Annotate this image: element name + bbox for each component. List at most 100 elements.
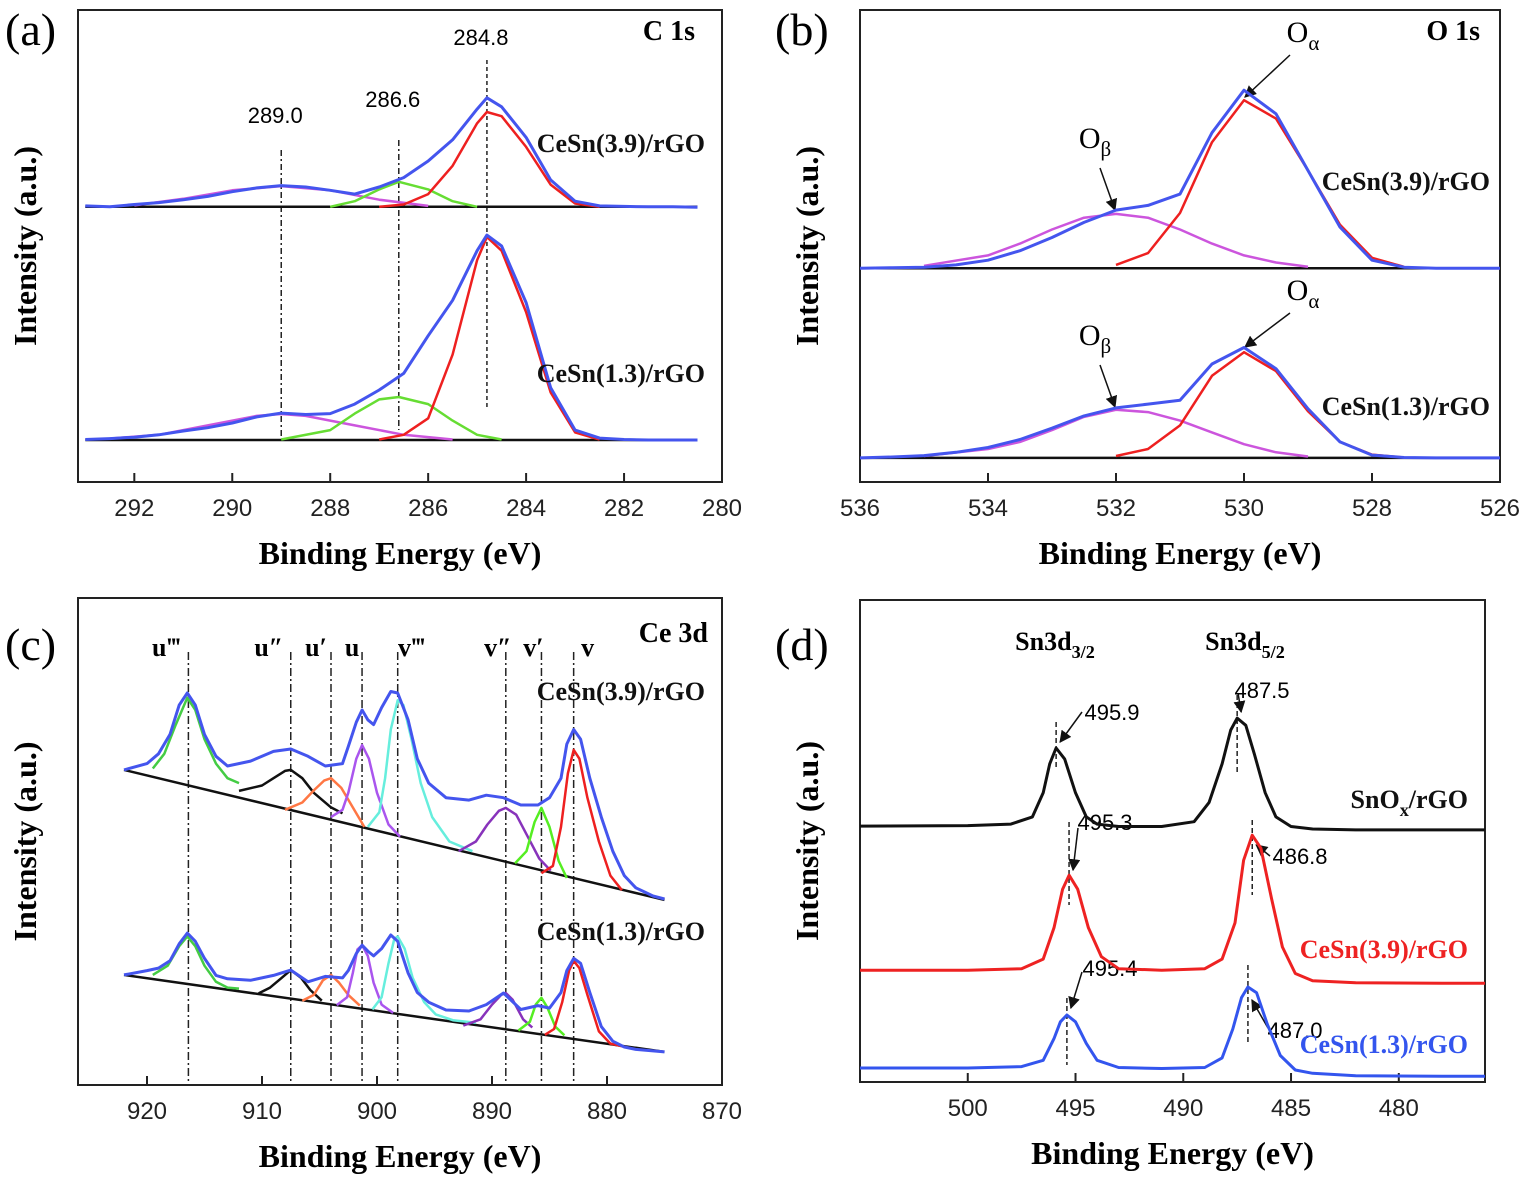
component-label: Oα — [1287, 274, 1320, 313]
plot-frame — [859, 9, 1501, 483]
sample-label-main: SnO — [1351, 785, 1400, 814]
plot-frame — [77, 9, 723, 483]
peak-header-main: Sn3d — [1205, 627, 1262, 656]
peak-label: 487.5 — [1234, 678, 1289, 703]
component-arrow — [1244, 54, 1291, 98]
spectrum-curve — [280, 395, 502, 441]
x-tick-label: 526 — [1480, 495, 1520, 522]
spectrum-curve — [1115, 98, 1405, 269]
sample-label: CeSn(3.9)/rGO — [1322, 167, 1490, 196]
peak-label: v — [581, 633, 594, 662]
spectrum-curve — [859, 88, 1500, 270]
x-tick-label: 485 — [1271, 1095, 1311, 1122]
x-tick-label: 288 — [310, 495, 350, 522]
y-axis-label: Intensity (a.u.) — [789, 146, 825, 346]
peak-arrow — [1068, 827, 1081, 872]
spectrum-curve — [859, 716, 1485, 832]
spectrum-curve — [378, 235, 600, 441]
sample-label: SnOx/rGO — [1351, 785, 1468, 820]
peak-label: 289.0 — [248, 103, 303, 128]
spectrum-curve — [544, 959, 626, 1049]
peak-label: 284.8 — [453, 25, 508, 50]
peak-arrow — [1059, 711, 1083, 743]
panel-label: (d) — [775, 619, 829, 670]
panel-title: O 1s — [1426, 16, 1480, 47]
plot-frame — [859, 599, 1486, 1083]
peak-label: u″ — [254, 633, 283, 662]
x-axis-label: Binding Energy (eV) — [259, 1138, 542, 1174]
peak-label: u — [345, 633, 359, 662]
x-tick-label: 528 — [1352, 495, 1392, 522]
x-tick-label: 495 — [1055, 1095, 1095, 1122]
component-label-sub: α — [1308, 31, 1319, 55]
sample-label-sub: x — [1400, 800, 1409, 820]
spectrum-curve — [860, 985, 1485, 1078]
component-label: Oα — [1287, 16, 1320, 55]
component-label-main: O — [1287, 274, 1309, 307]
peak-label: 486.8 — [1272, 844, 1327, 869]
sample-label: CeSn(1.3)/rGO — [537, 359, 705, 388]
spectrum-curve — [860, 833, 1485, 985]
x-tick-label: 532 — [1096, 495, 1136, 522]
x-tick-label: 530 — [1224, 495, 1264, 522]
spectrum-curve — [366, 699, 473, 853]
x-tick-label: 480 — [1379, 1095, 1419, 1122]
y-axis-label: Intensity (a.u.) — [7, 146, 43, 346]
component-arrow — [1099, 364, 1118, 409]
x-axis-label: Binding Energy (eV) — [259, 535, 542, 571]
x-tick-label: 870 — [702, 1098, 742, 1125]
spectrum-curve — [284, 776, 366, 828]
y-axis-label: Intensity (a.u.) — [7, 741, 43, 941]
x-tick-label: 286 — [408, 495, 448, 522]
panel-title: C 1s — [643, 16, 695, 47]
sample-label: CeSn(1.3)/rGO — [537, 917, 705, 946]
component-label-main: O — [1079, 319, 1101, 352]
x-tick-label: 290 — [212, 495, 252, 522]
spectrum-curve — [540, 748, 623, 891]
x-tick-label: 284 — [506, 495, 546, 522]
peak-label: u′ — [305, 633, 327, 662]
spectrum-curve — [923, 408, 1309, 458]
x-tick-label: 292 — [114, 495, 154, 522]
spectrum-curve — [123, 931, 665, 1054]
x-tick-label: 920 — [127, 1098, 167, 1125]
x-tick-label: 880 — [587, 1098, 627, 1125]
x-tick-label: 534 — [968, 495, 1008, 522]
component-label: Oβ — [1079, 122, 1111, 161]
x-tick-label: 536 — [840, 495, 880, 522]
peak-arrow — [1068, 971, 1083, 1010]
y-axis-label: Intensity (a.u.) — [789, 741, 825, 941]
component-arrow — [1099, 167, 1118, 212]
x-tick-label: 890 — [472, 1098, 512, 1125]
sample-label: CeSn(3.9)/rGO — [537, 129, 705, 158]
panel-label: (c) — [5, 619, 56, 670]
peak-header: Sn3d3/2 — [1015, 627, 1095, 662]
component-label-sub: β — [1100, 334, 1111, 358]
peak-label: v‴ — [398, 633, 425, 662]
peak-label: 495.9 — [1084, 700, 1139, 725]
component-label: Oβ — [1079, 319, 1111, 358]
spectrum-curve — [85, 233, 698, 442]
peak-arrow — [1251, 998, 1269, 1029]
sample-label: CeSn(1.3)/rGO — [1300, 1030, 1468, 1059]
x-tick-label: 900 — [357, 1098, 397, 1125]
component-label-main: O — [1079, 122, 1101, 155]
spectrum-curve — [123, 768, 665, 902]
component-label-sub: α — [1308, 289, 1319, 313]
panel-label: (a) — [5, 4, 56, 55]
spectrum-curve — [458, 806, 552, 872]
peak-arrow — [1233, 692, 1246, 714]
sample-label: CeSn(3.9)/rGO — [1300, 935, 1468, 964]
peak-label: v′ — [523, 633, 543, 662]
spectrum-curve — [123, 973, 665, 1054]
peak-label: 286.6 — [365, 87, 420, 112]
spectrum-curve — [923, 212, 1309, 269]
peak-header: Sn3d5/2 — [1205, 627, 1285, 662]
spectrum-curve — [379, 110, 600, 209]
sample-label: CeSn(1.3)/rGO — [1322, 392, 1490, 421]
x-tick-label: 910 — [242, 1098, 282, 1125]
panel-title: Ce 3d — [639, 618, 709, 649]
component-label-sub: β — [1100, 137, 1111, 161]
